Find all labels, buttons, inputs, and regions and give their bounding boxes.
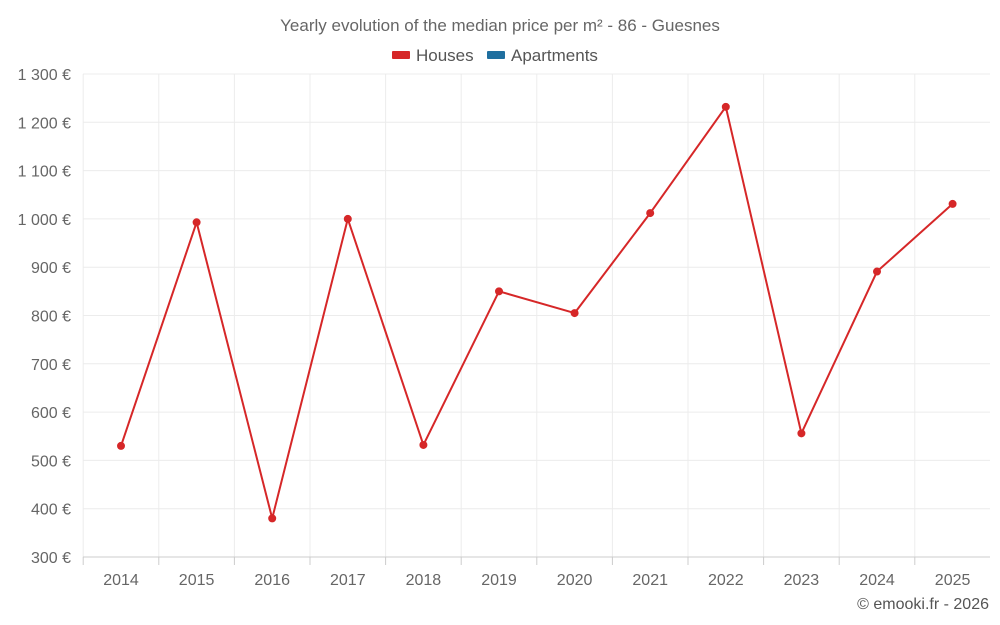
data-point-houses-2024[interactable] <box>873 267 881 276</box>
data-point-houses-2016[interactable] <box>268 514 277 523</box>
data-point-houses-2019[interactable] <box>495 287 503 296</box>
y-tick-label: 500 € <box>31 453 71 470</box>
legend-label-houses: Houses <box>416 46 474 65</box>
x-tick-label: 2014 <box>103 572 139 589</box>
legend-label-apartments: Apartments <box>511 46 598 65</box>
x-tick-label: 2022 <box>708 572 744 589</box>
data-point-houses-2021[interactable] <box>646 209 655 218</box>
y-tick-label: 1 000 € <box>18 212 71 229</box>
x-tick-label: 2023 <box>784 572 820 589</box>
legend-item-apartments[interactable]: Apartments <box>487 46 598 65</box>
y-tick-label: 1 300 € <box>18 67 71 84</box>
data-point-houses-2014[interactable] <box>117 441 125 450</box>
x-tick-label: 2024 <box>859 572 895 589</box>
series-houses <box>117 102 957 523</box>
x-tick-label: 2025 <box>935 572 971 589</box>
x-tick-label: 2015 <box>179 572 215 589</box>
axes: 300 € 400 € 500 € 600 € 700 € 800 € 900 € 1 000… <box>18 67 990 589</box>
data-point-houses-2015[interactable] <box>192 218 201 227</box>
x-tick-label: 2020 <box>557 572 593 589</box>
y-tick-label: 600 € <box>31 405 71 422</box>
y-tick-label: 400 € <box>31 502 71 519</box>
data-point-houses-2020[interactable] <box>570 309 579 318</box>
legend: Houses Apartments <box>392 46 598 65</box>
data-point-houses-2025[interactable] <box>948 199 957 208</box>
data-point-houses-2018[interactable] <box>419 440 428 449</box>
x-tick-label: 2018 <box>406 572 442 589</box>
chart-title: Yearly evolution of the median price per… <box>280 16 720 35</box>
legend-swatch-apartments <box>487 51 505 59</box>
y-tick-label: 1 100 € <box>18 164 71 181</box>
series-line-houses <box>120 105 954 520</box>
y-tick-label: 900 € <box>31 260 71 277</box>
data-point-houses-2023[interactable] <box>797 429 806 438</box>
y-tick-label: 1 200 € <box>18 115 71 132</box>
legend-swatch-houses <box>392 51 410 59</box>
x-tick-label: 2021 <box>632 572 668 589</box>
y-tick-label: 700 € <box>31 357 71 374</box>
x-tick-label: 2017 <box>330 572 366 589</box>
legend-item-houses[interactable]: Houses <box>392 46 474 65</box>
y-tick-label: 800 € <box>31 309 71 326</box>
x-tick-label: 2019 <box>481 572 517 589</box>
y-tick-label: 300 € <box>31 550 71 567</box>
data-point-houses-2022[interactable] <box>721 102 730 111</box>
grid <box>82 73 990 557</box>
data-point-houses-2017[interactable] <box>343 214 352 223</box>
credit-text: © emooki.fr - 2026 <box>857 596 989 613</box>
x-tick-label: 2016 <box>254 572 290 589</box>
